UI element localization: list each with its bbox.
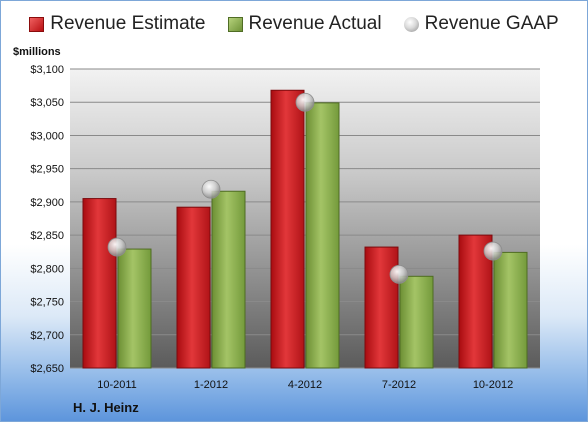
- x-tick-label: 1-2012: [194, 379, 228, 391]
- legend-item-gaap: Revenue GAAP: [403, 13, 559, 35]
- bar-revenue-actual: [399, 275, 434, 369]
- legend-item-estimate: Revenue Estimate: [29, 13, 206, 35]
- bar-revenue-estimate: [270, 89, 305, 369]
- marker-revenue-gaap: [483, 241, 503, 261]
- bar-revenue-actual: [305, 102, 340, 369]
- marker-revenue-gaap: [295, 92, 315, 112]
- y-tick-label: $2,800: [30, 263, 64, 275]
- marker-revenue-gaap: [107, 237, 127, 257]
- gaap-markers: [107, 92, 503, 284]
- legend-item-actual: Revenue Actual: [227, 13, 382, 35]
- x-tick-label: 10-2012: [473, 379, 513, 391]
- legend-swatch-actual: [227, 16, 243, 32]
- bar-revenue-actual: [211, 190, 246, 369]
- bar-revenue-estimate: [176, 206, 211, 369]
- marker-revenue-gaap: [389, 264, 409, 284]
- x-tick-label: 7-2012: [382, 379, 416, 391]
- legend: Revenue Estimate Revenue Actual Revenue …: [1, 13, 587, 35]
- y-tick-label: $3,100: [30, 64, 64, 76]
- y-tick-label: $3,000: [30, 130, 64, 142]
- y-axis-unit-label: $millions: [13, 46, 61, 58]
- y-tick-label: $2,950: [30, 164, 64, 176]
- bar-revenue-estimate: [82, 198, 117, 369]
- bar-revenue-actual: [117, 248, 152, 369]
- y-tick-label: $3,050: [30, 97, 64, 109]
- bar-revenue-estimate: [364, 246, 399, 369]
- y-tick-label: $2,900: [30, 197, 64, 209]
- x-tick-label: 4-2012: [288, 379, 322, 391]
- y-tick-label: $2,850: [30, 230, 64, 242]
- x-tick-label: 10-2011: [97, 379, 137, 391]
- y-tick-label: $2,750: [30, 297, 64, 309]
- legend-swatch-gaap: [403, 16, 419, 32]
- bar-revenue-actual: [493, 251, 528, 369]
- y-tick-label: $2,700: [30, 330, 64, 342]
- legend-label-estimate: Revenue Estimate: [50, 13, 206, 34]
- marker-revenue-gaap: [201, 179, 221, 199]
- bars: [82, 89, 528, 369]
- legend-swatch-estimate: [29, 16, 45, 32]
- company-name: H. J. Heinz: [73, 400, 139, 415]
- legend-label-gaap: Revenue GAAP: [424, 13, 559, 34]
- legend-label-actual: Revenue Actual: [248, 13, 382, 34]
- y-tick-label: $2,650: [30, 363, 64, 375]
- y-axis-ticks: $2,650 $2,700 $2,750 $2,800 $2,850 $2,900 $2,9…: [30, 64, 64, 375]
- x-axis-ticks: 10-2011 1-2012 4-2012 7-2012 10-2012: [97, 379, 513, 391]
